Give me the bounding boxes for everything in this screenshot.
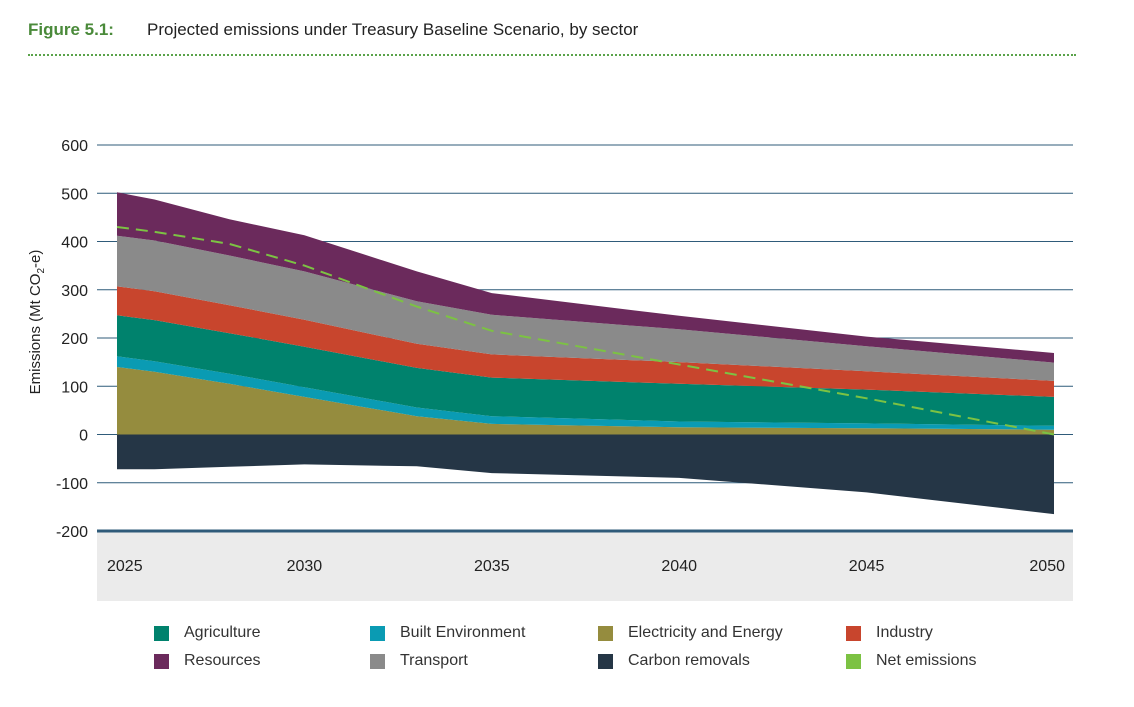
legend-item-industry: Industry	[846, 622, 933, 644]
figure-title: Projected emissions under Treasury Basel…	[147, 20, 639, 39]
chart-legend: Agriculture Built Environment Electricity …	[154, 622, 1034, 678]
y-axis-ticks: 600 500 400 300 200 100 0 -100 -200	[56, 138, 88, 541]
y-tick-label: 500	[61, 186, 88, 203]
legend-item-built-environment: Built Environment	[370, 622, 525, 644]
legend-item-transport: Transport	[370, 650, 468, 672]
legend-swatch	[154, 653, 169, 669]
y-tick-label: -200	[56, 524, 88, 541]
legend-item-electricity-and-energy: Electricity and Energy	[598, 622, 783, 644]
legend-item-carbon-removals: Carbon removals	[598, 650, 750, 672]
legend-swatch	[846, 625, 861, 641]
area-resources	[117, 192, 1054, 363]
y-tick-label: 0	[79, 428, 88, 445]
figure-header: Figure 5.1: Projected emissions under Tr…	[28, 18, 1076, 44]
y-tick-label: 400	[61, 235, 88, 252]
figure-label: Figure 5.1:	[28, 20, 114, 39]
y-axis-label: Emissions (Mt CO2-e)	[27, 250, 47, 395]
area-agriculture	[117, 315, 1054, 426]
legend-label: Built Environment	[400, 624, 526, 641]
y-tick-label: 600	[61, 138, 88, 155]
legend-swatch	[598, 625, 613, 641]
x-tick-label: 2030	[287, 558, 323, 575]
x-tick-label: 2025	[107, 558, 143, 575]
legend-label: Transport	[400, 652, 468, 669]
y-tick-label: 100	[61, 379, 88, 396]
legend-swatch	[598, 653, 613, 669]
area-carbon-removals	[117, 434, 1054, 515]
legend-item-agriculture: Agriculture	[154, 622, 260, 644]
legend-label: Industry	[876, 624, 933, 641]
x-axis-band-layer	[97, 531, 1073, 601]
y-tick-label: 200	[61, 331, 88, 348]
legend-label: Agriculture	[184, 624, 261, 641]
legend-label: Electricity and Energy	[628, 624, 783, 641]
area-series-layer	[117, 192, 1054, 515]
x-axis-band	[97, 531, 1073, 601]
legend-label: Net emissions	[876, 652, 977, 669]
legend-item-resources: Resources	[154, 650, 260, 672]
legend-swatch	[370, 653, 385, 669]
x-axis-ticks: 2025 2030 2035 2040 2045 2050	[107, 558, 1065, 575]
legend-label: Resources	[184, 652, 261, 669]
y-axis-label-subscript: 2	[36, 268, 47, 274]
x-tick-label: 2035	[474, 558, 510, 575]
y-tick-label: 300	[61, 283, 88, 300]
legend-label: Carbon removals	[628, 652, 750, 669]
legend-swatch	[846, 653, 861, 669]
x-tick-label: 2040	[661, 558, 697, 575]
y-axis-label-text: Emissions (Mt CO	[27, 274, 44, 395]
y-axis-label-suffix: -e)	[27, 250, 44, 268]
legend-swatch	[370, 625, 385, 641]
area-built-environment	[117, 356, 1054, 430]
x-tick-label: 2045	[849, 558, 885, 575]
net-emissions-layer	[116, 226, 1055, 436]
area-electricity-and-energy	[117, 367, 1054, 435]
legend-swatch	[154, 625, 169, 641]
line-net-emissions	[116, 226, 1055, 436]
legend-item-net-emissions: Net emissions	[846, 650, 976, 672]
area-transport	[117, 235, 1054, 381]
x-tick-label: 2050	[1029, 558, 1065, 575]
area-industry	[117, 286, 1054, 397]
header-divider	[28, 54, 1076, 56]
y-tick-label: -100	[56, 476, 88, 493]
